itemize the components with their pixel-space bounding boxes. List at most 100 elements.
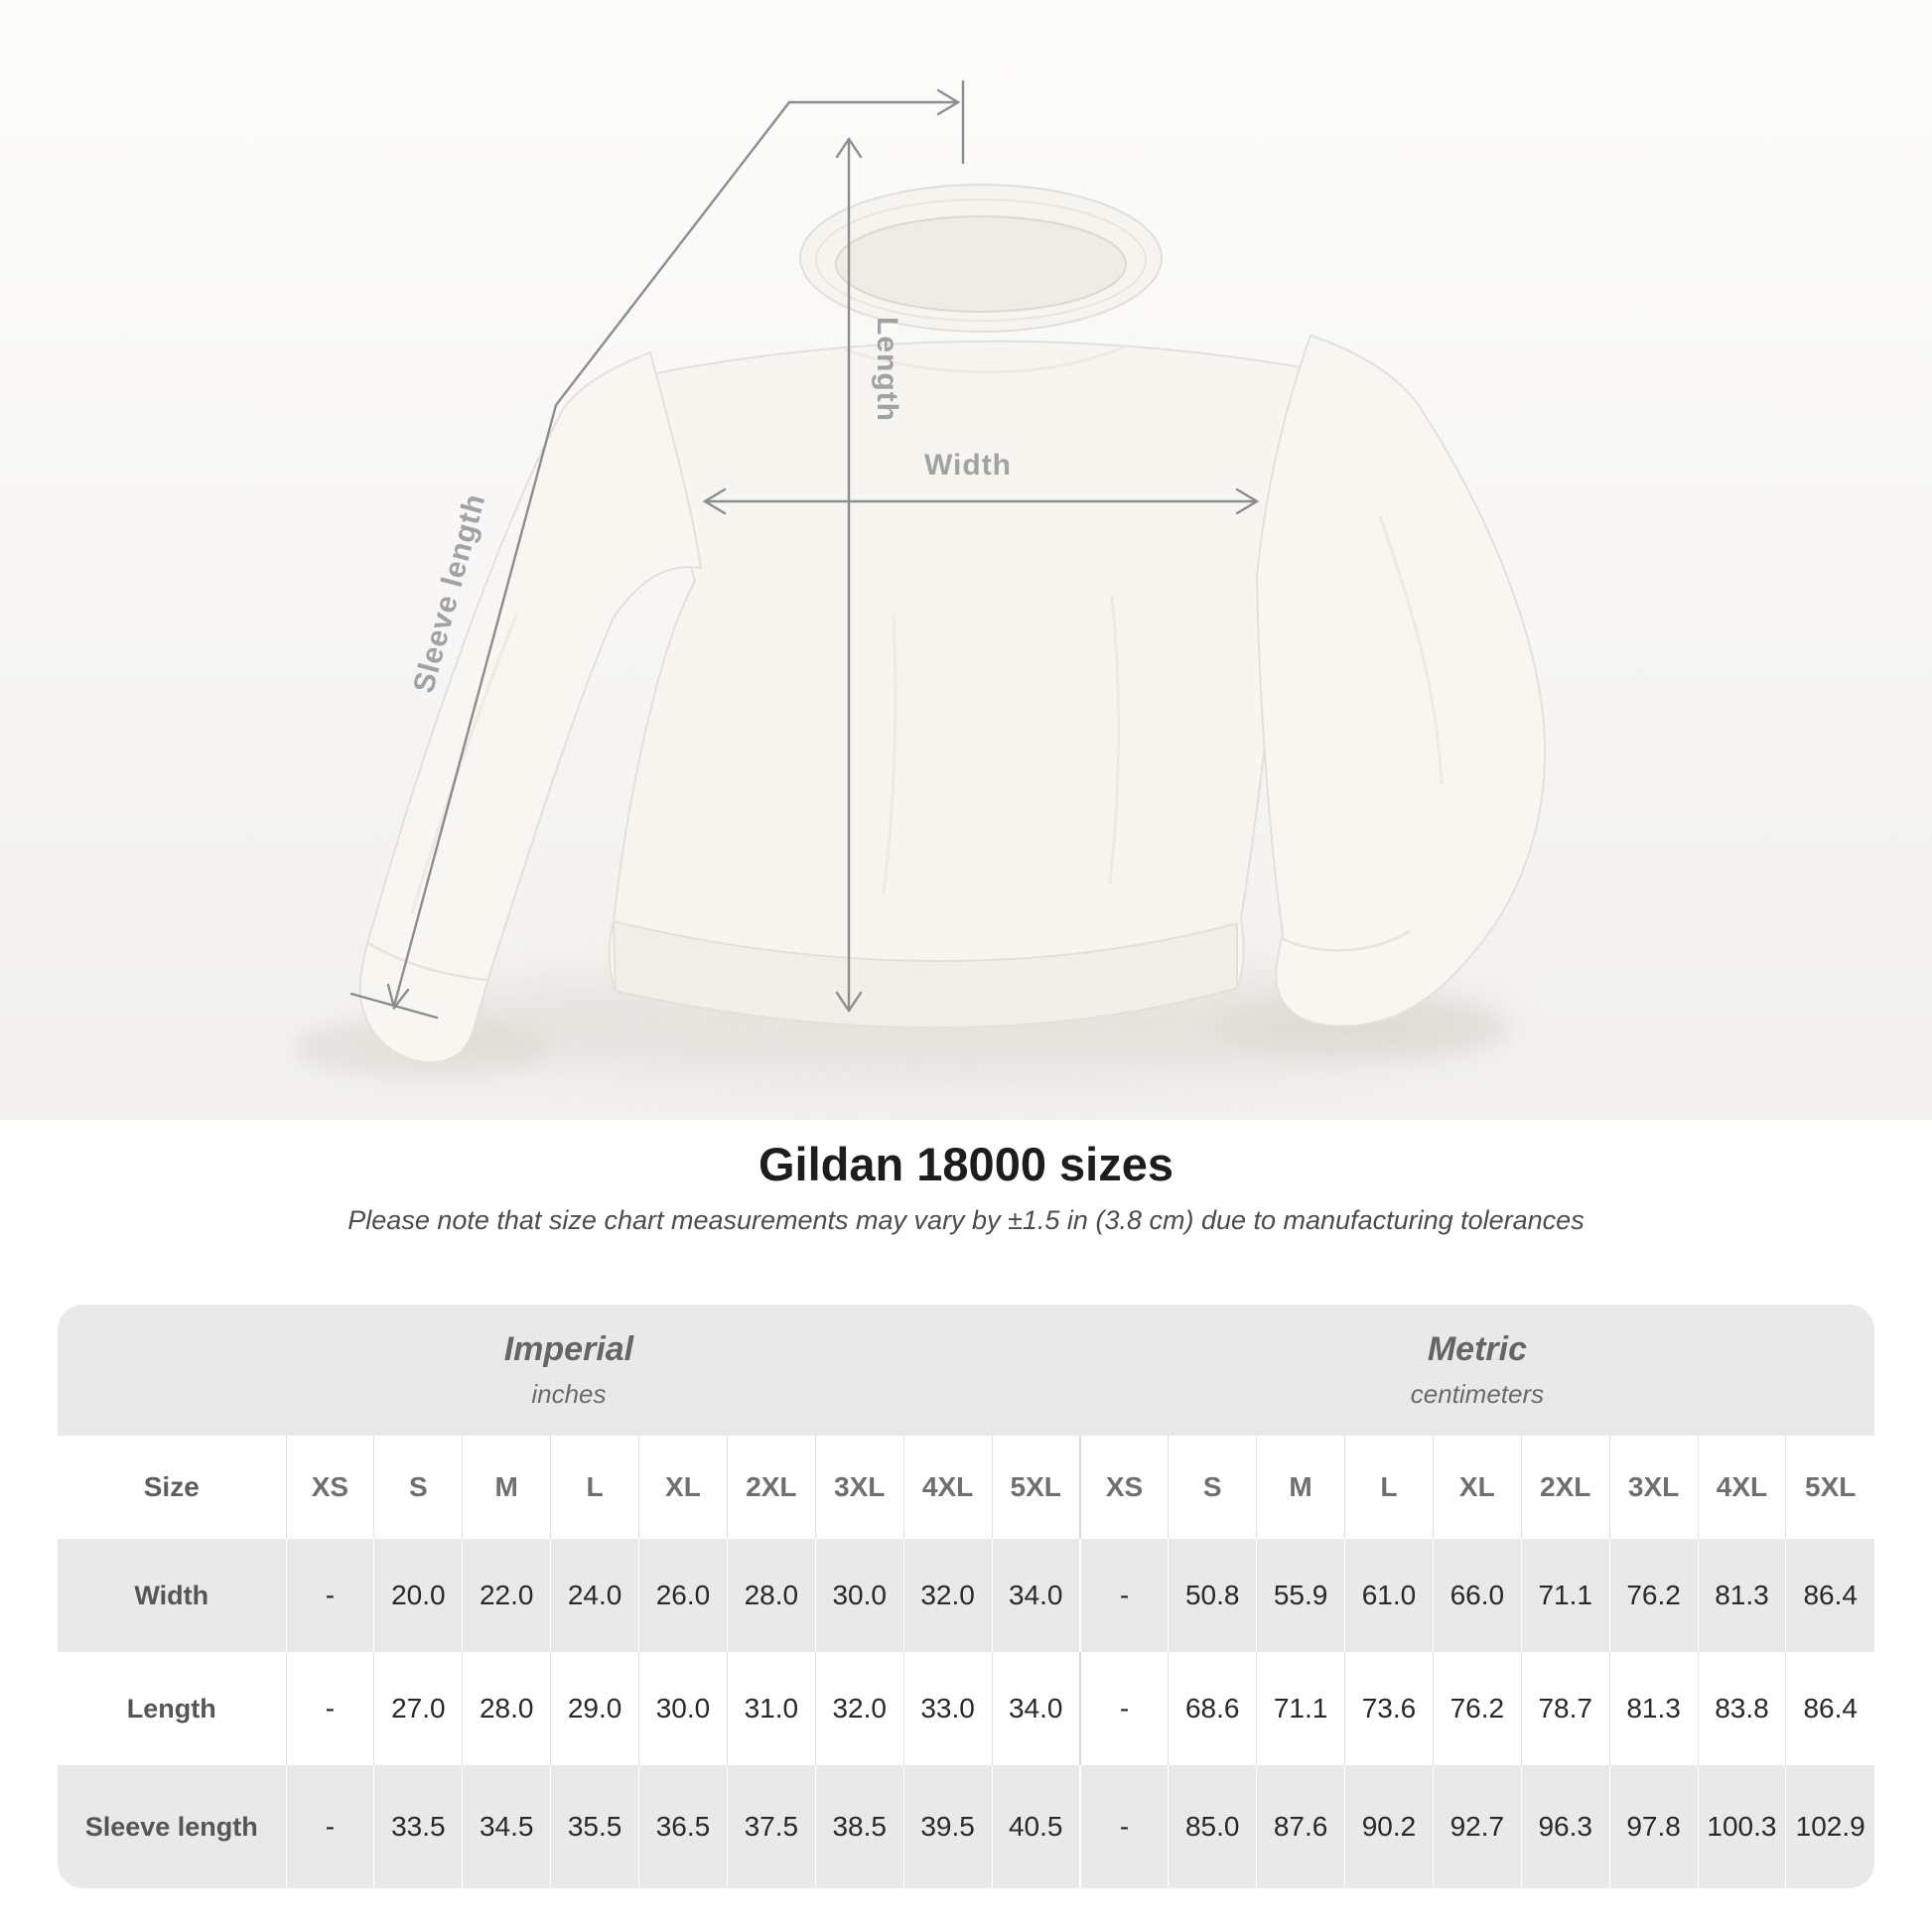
unit-group-header-imperial: Imperial inches bbox=[58, 1305, 1080, 1436]
measurement-value-cell: 71.1 bbox=[1256, 1652, 1345, 1765]
measurement-value-cell: - bbox=[1078, 1765, 1169, 1888]
sweatshirt-collar bbox=[799, 184, 1163, 333]
size-col-header-metric-2xl: 2XL bbox=[1520, 1436, 1610, 1539]
measurement-value-cell: 102.9 bbox=[1785, 1765, 1874, 1888]
size-corner-header: Size bbox=[58, 1436, 286, 1539]
measurement-value-cell: 29.0 bbox=[550, 1652, 639, 1765]
length-label: Length bbox=[871, 317, 903, 422]
measurement-value-cell: 22.0 bbox=[462, 1539, 551, 1652]
measurement-value-cell: 66.0 bbox=[1432, 1539, 1522, 1652]
sweatshirt-flat-lay-photo: Length Width Sleeve length bbox=[293, 79, 1547, 1080]
sweatshirt-hem-band bbox=[613, 920, 1238, 1030]
arrowhead bbox=[835, 136, 863, 159]
measurement-value-cell: 32.0 bbox=[902, 1539, 992, 1652]
measurement-value-cell: 30.0 bbox=[638, 1652, 728, 1765]
size-col-header-imperial-xl: XL bbox=[638, 1436, 728, 1539]
measurement-value-cell: - bbox=[1078, 1652, 1169, 1765]
measurement-value-cell: 32.0 bbox=[814, 1652, 904, 1765]
measurement-value-cell: 27.0 bbox=[373, 1652, 463, 1765]
size-col-header-imperial-xs: XS bbox=[285, 1436, 374, 1539]
size-col-header-metric-xl: XL bbox=[1432, 1436, 1522, 1539]
measurement-value-cell: 87.6 bbox=[1256, 1765, 1345, 1888]
measurement-value-cell: 35.5 bbox=[550, 1765, 639, 1888]
measurement-value-cell: 86.4 bbox=[1785, 1539, 1874, 1652]
size-header-row: Size XS S M L XL 2XL 3XL 4XL 5XL XS S M L XL 2XL 3XL 4XL 5… bbox=[58, 1436, 1874, 1539]
measurement-value-cell: 37.5 bbox=[726, 1765, 816, 1888]
size-col-header-imperial-l: L bbox=[550, 1436, 639, 1539]
unit-group-sublabel: centimeters bbox=[1410, 1379, 1545, 1409]
measurement-value-cell: 39.5 bbox=[902, 1765, 992, 1888]
size-table-body: Imperial inches Metric centimeters Size XS S M L… bbox=[58, 1305, 1874, 1888]
size-table: Imperial inches Metric centimeters Size XS S M L… bbox=[58, 1305, 1874, 1888]
measurement-value-cell: - bbox=[1078, 1539, 1169, 1652]
product-photo-section: Length Width Sleeve length bbox=[0, 0, 1932, 1120]
measurement-value-cell: 96.3 bbox=[1520, 1765, 1610, 1888]
sweatshirt-left-sleeve bbox=[358, 351, 702, 1064]
measurement-value-cell: - bbox=[285, 1652, 374, 1765]
measurement-value-cell: 28.0 bbox=[462, 1652, 551, 1765]
measurement-value-cell: 83.8 bbox=[1697, 1652, 1786, 1765]
size-chart-card: Imperial inches Metric centimeters Size XS S M L… bbox=[58, 1305, 1874, 1888]
measurement-value-cell: 36.5 bbox=[638, 1765, 728, 1888]
measurement-value-cell: 38.5 bbox=[814, 1765, 904, 1888]
measurement-value-cell: - bbox=[285, 1539, 374, 1652]
arrowhead bbox=[386, 983, 410, 1011]
size-col-header-metric-4xl: 4XL bbox=[1697, 1436, 1786, 1539]
measurement-value-cell: 40.5 bbox=[991, 1765, 1080, 1888]
measurement-value-cell: 76.2 bbox=[1432, 1652, 1522, 1765]
measurement-row-label: Length bbox=[126, 1693, 216, 1724]
dimension-tick bbox=[349, 992, 439, 1020]
arrowhead bbox=[936, 88, 961, 116]
measurement-value-cell: 71.1 bbox=[1520, 1539, 1610, 1652]
unit-group-sublabel: inches bbox=[531, 1379, 607, 1409]
measurement-value-cell: 50.8 bbox=[1168, 1539, 1257, 1652]
unit-group-header-metric: Metric centimeters bbox=[1080, 1305, 1874, 1436]
measurement-value-cell: 28.0 bbox=[726, 1539, 816, 1652]
size-col-header-metric-m: M bbox=[1256, 1436, 1345, 1539]
measurement-value-cell: 34.5 bbox=[462, 1765, 551, 1888]
size-col-header-metric-3xl: 3XL bbox=[1608, 1436, 1698, 1539]
page-title: Gildan 18000 sizes bbox=[758, 1138, 1174, 1190]
measurement-value-cell: 97.8 bbox=[1608, 1765, 1698, 1888]
size-col-header-metric-s: S bbox=[1168, 1436, 1257, 1539]
measurement-value-cell: 78.7 bbox=[1520, 1652, 1610, 1765]
size-col-header-metric-l: L bbox=[1344, 1436, 1434, 1539]
measurement-value-cell: 73.6 bbox=[1344, 1652, 1434, 1765]
measurement-row-length: Length -27.0 28.0 29.0 30.0 31.0 32.0 33.0 34.0-… bbox=[58, 1652, 1874, 1765]
sweatshirt-body bbox=[608, 340, 1331, 1030]
size-col-header-imperial-5xl: 5XL bbox=[991, 1436, 1080, 1539]
arrowhead bbox=[702, 487, 727, 515]
measurement-row-sleeve-length: Sleeve length -33.5 34.5 35.5 36.5 37.5 38.5 39… bbox=[58, 1765, 1874, 1888]
measurement-value-cell: 31.0 bbox=[726, 1652, 816, 1765]
sweatshirt-graphic bbox=[358, 184, 1547, 1064]
measurement-value-cell: 92.7 bbox=[1432, 1765, 1522, 1888]
size-col-header-imperial-m: M bbox=[462, 1436, 551, 1539]
width-label: Width bbox=[924, 449, 1012, 482]
measurement-row-label: Sleeve length bbox=[84, 1811, 258, 1842]
measurement-annotations bbox=[349, 79, 1260, 1020]
measurement-value-cell: 85.0 bbox=[1168, 1765, 1257, 1888]
size-col-header-metric-xs: XS bbox=[1078, 1436, 1169, 1539]
size-col-header-imperial-s: S bbox=[373, 1436, 463, 1539]
measurement-value-cell: 34.0 bbox=[991, 1652, 1080, 1765]
measurement-value-cell: 20.0 bbox=[373, 1539, 463, 1652]
sleeve-length-line bbox=[392, 100, 958, 1008]
measurement-value-cell: 30.0 bbox=[814, 1539, 904, 1652]
measurement-value-cell: 33.5 bbox=[373, 1765, 463, 1888]
arrowhead bbox=[835, 991, 863, 1014]
sweatshirt-right-sleeve bbox=[1256, 335, 1547, 1028]
unit-group-row: Imperial inches Metric centimeters bbox=[58, 1305, 1874, 1436]
measurement-value-cell: 34.0 bbox=[991, 1539, 1080, 1652]
measurement-value-cell: 81.3 bbox=[1697, 1539, 1786, 1652]
measurement-value-cell: 55.9 bbox=[1256, 1539, 1345, 1652]
measurement-value-cell: 68.6 bbox=[1168, 1652, 1257, 1765]
measurement-value-cell: 100.3 bbox=[1697, 1765, 1786, 1888]
measurement-value-cell: 76.2 bbox=[1608, 1539, 1698, 1652]
size-col-header-imperial-2xl: 2XL bbox=[726, 1436, 816, 1539]
measurement-value-cell: 90.2 bbox=[1344, 1765, 1434, 1888]
measurement-value-cell: 33.0 bbox=[902, 1652, 992, 1765]
size-col-header-imperial-3xl: 3XL bbox=[814, 1436, 904, 1539]
size-col-header-imperial-4xl: 4XL bbox=[902, 1436, 992, 1539]
measurement-value-cell: 24.0 bbox=[550, 1539, 639, 1652]
measurement-value-cell: - bbox=[285, 1765, 374, 1888]
